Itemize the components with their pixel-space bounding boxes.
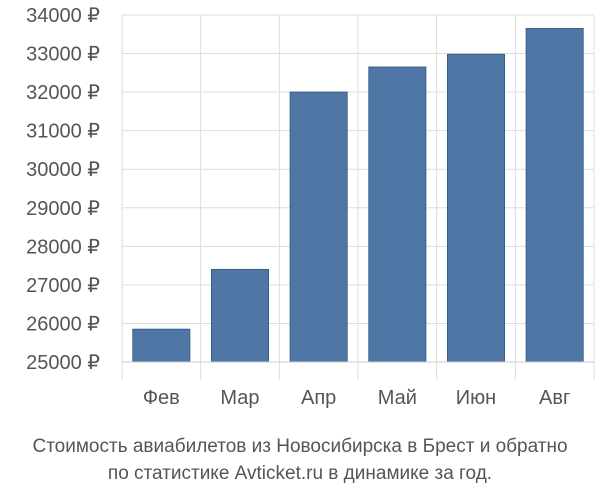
chart-caption-line-2: по статистике Avticket.ru в динамике за …	[107, 463, 493, 484]
x-tick-label: Июн	[456, 387, 496, 409]
bar-4	[368, 66, 427, 363]
y-tick-label: 29000 ₽	[26, 198, 100, 220]
y-axis-tick-labels: 25000 ₽ 26000 ₽ 27000 ₽ 28000 ₽ 29000 ₽ 30000…	[26, 5, 100, 374]
y-tick-label: 27000 ₽	[26, 275, 100, 297]
bar-5	[447, 53, 505, 363]
bar-2	[211, 268, 269, 363]
y-tick-label: 34000 ₽	[26, 5, 100, 27]
y-tick-label: 26000 ₽	[26, 313, 100, 335]
bar-3	[289, 91, 348, 363]
bars	[132, 27, 584, 363]
y-tick-label: 30000 ₽	[26, 159, 100, 181]
chart-caption-line-1: Стоимость авиабилетов из Новосибирска в …	[32, 436, 568, 457]
x-tick-label: Авг	[539, 387, 570, 409]
y-tick-label: 25000 ₽	[26, 352, 100, 374]
bar-6	[525, 27, 584, 363]
x-axis: Фев Мар Апр Май Июн Авг	[122, 361, 594, 409]
bar-1	[132, 328, 191, 363]
y-tick-label: 32000 ₽	[26, 82, 100, 104]
grid-lines	[121, 14, 595, 380]
x-tick-label: Май	[378, 387, 417, 409]
y-tick-label: 31000 ₽	[26, 121, 100, 143]
x-tick-label: Фев	[143, 387, 180, 409]
x-tick-label: Мар	[220, 387, 259, 409]
y-tick-label: 33000 ₽	[26, 44, 100, 66]
x-tick-label: Апр	[301, 387, 336, 409]
y-tick-label: 28000 ₽	[26, 236, 100, 258]
